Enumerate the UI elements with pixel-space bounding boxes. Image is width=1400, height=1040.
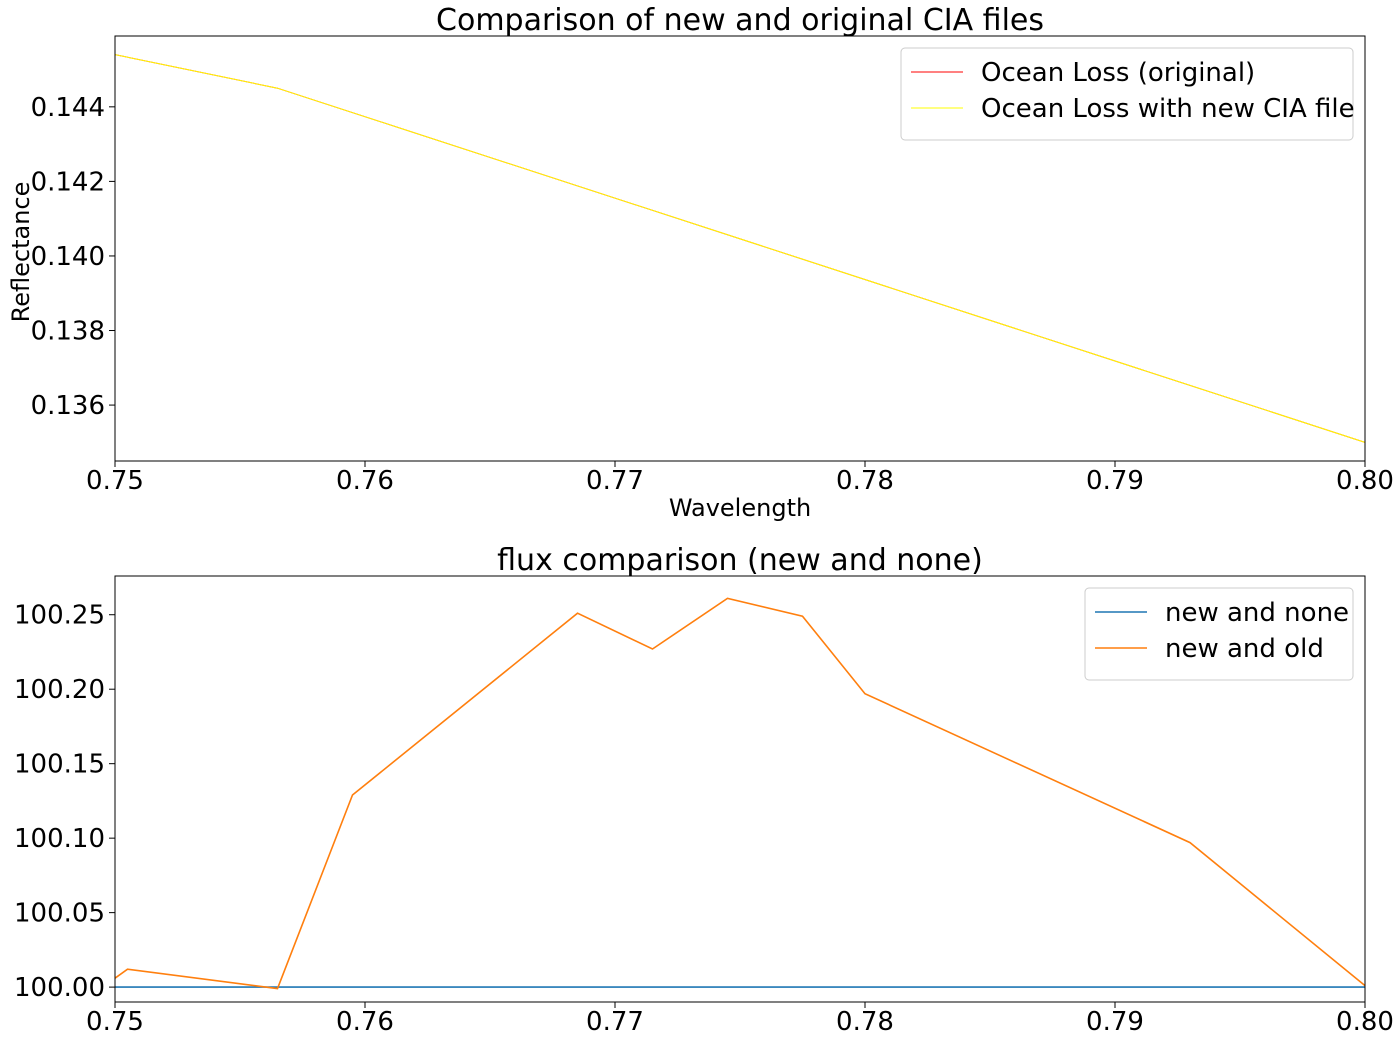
- series-line-2: [114, 54, 1366, 443]
- x-axis-label: Wavelength: [669, 494, 811, 522]
- chart-title: Comparison of new and original CIA files: [436, 3, 1044, 38]
- y-tick-label: 0.140: [31, 242, 105, 272]
- x-tick-label: 0.80: [1336, 1007, 1394, 1037]
- x-tick-label: 0.77: [586, 1007, 644, 1037]
- tick-group: 0.75 0.76 0.77 0.78 0.79 0.80 0.136 0.138 0.140 0…: [31, 93, 1394, 496]
- y-tick-label: 0.142: [31, 167, 105, 197]
- y-tick-label: 100.00: [14, 973, 105, 1003]
- legend-box: [1084, 587, 1354, 681]
- reflectance-chart-panel: Comparison of new and original CIA files…: [7, 3, 1394, 522]
- series-group: [114, 54, 1366, 443]
- legend-label: new and none: [1165, 598, 1349, 628]
- x-tick-label: 0.78: [836, 466, 894, 496]
- legend-label: new and old: [1165, 634, 1324, 664]
- legend-label: Ocean Loss (original): [981, 58, 1255, 88]
- legend-label: Ocean Loss with new CIA file: [981, 94, 1355, 124]
- legend: Ocean Loss (original) Ocean Loss with new…: [900, 47, 1355, 141]
- x-tick-label: 0.80: [1336, 466, 1394, 496]
- flux-chart-panel: flux comparison (new and none) 0.75 0.76 0…: [14, 543, 1394, 1037]
- x-tick-label: 0.76: [336, 1007, 394, 1037]
- y-tick-label: 0.138: [31, 317, 105, 347]
- y-tick-label: 100.10: [14, 824, 105, 854]
- tick-group: 0.75 0.76 0.77 0.78 0.79 0.80 100.00 100.05 100.…: [14, 601, 1394, 1037]
- y-tick-label: 100.25: [14, 601, 105, 631]
- x-tick-label: 0.76: [336, 466, 394, 496]
- x-tick-label: 0.75: [86, 466, 144, 496]
- x-tick-label: 0.77: [586, 466, 644, 496]
- y-tick-label: 0.144: [31, 93, 105, 123]
- y-tick-label: 0.136: [31, 391, 105, 421]
- chart-title: flux comparison (new and none): [497, 543, 983, 578]
- x-tick-label: 0.79: [1086, 1007, 1144, 1037]
- y-axis-label: Reflectance: [7, 182, 35, 323]
- axes-frame: [114, 35, 1366, 462]
- x-tick-label: 0.79: [1086, 466, 1144, 496]
- axes-frame: [114, 575, 1366, 1003]
- y-tick-label: 100.20: [14, 675, 105, 705]
- series-group: [114, 597, 1366, 990]
- series-line-2: [114, 597, 1366, 990]
- legend-box: [900, 47, 1354, 141]
- x-tick-label: 0.75: [86, 1007, 144, 1037]
- y-tick-label: 100.05: [14, 899, 105, 929]
- y-tick-label: 100.15: [14, 750, 105, 780]
- x-tick-label: 0.78: [836, 1007, 894, 1037]
- legend: new and none new and old: [1084, 587, 1354, 681]
